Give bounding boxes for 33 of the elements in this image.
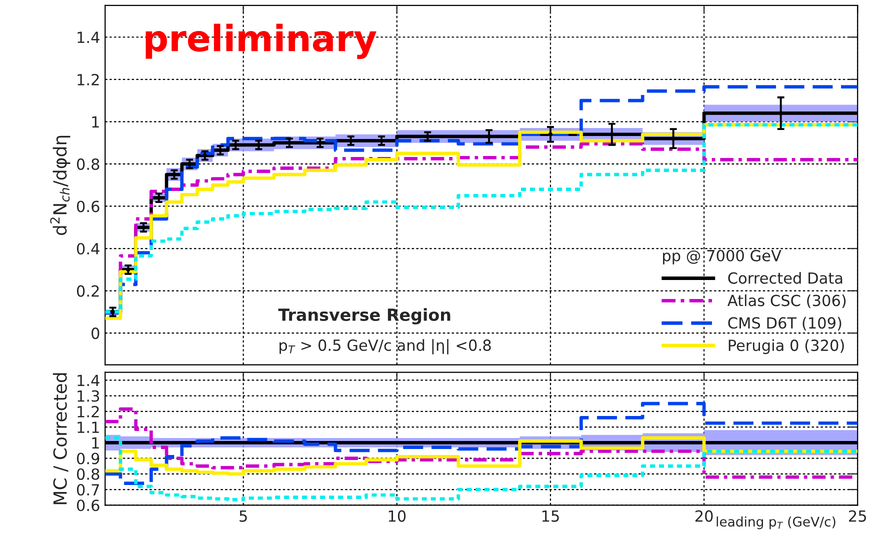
y-tick-label: 1.4 (78, 32, 100, 43)
annotation: Transverse Region (278, 308, 450, 324)
annotation: p$_{T}$ > 0.5 GeV/c and |η| <0.8 (280, 339, 491, 354)
legend-title: pp @ 7000 GeV (663, 250, 782, 264)
y-tick-label: 0.6 (76, 200, 100, 212)
x-tick-label: 25 (849, 510, 866, 522)
y-tick-label: 0.8 (76, 158, 100, 170)
y-tick-label: 1.2 (78, 74, 99, 86)
x-tick-label: 15 (542, 510, 559, 522)
y-tick-label: 1.1 (78, 422, 99, 433)
x-axis-title: leading p$_{T}$ (GeV/c) (716, 516, 836, 530)
x-tick-label: 10 (388, 510, 406, 522)
y-tick-label: 0 (92, 328, 100, 340)
y-tick-label: 0.2 (76, 285, 99, 297)
y-axis-title: MC / Corrected (52, 373, 68, 504)
y-tick-label: 0.8 (76, 468, 100, 480)
y-tick-label: 0.7 (76, 484, 99, 496)
y-tick-label: 1.2 (78, 406, 99, 418)
y-tick-label: 1.4 (78, 374, 100, 386)
legend-label: Corrected Data (728, 272, 842, 284)
y-tick-label: 0.9 (76, 452, 100, 464)
y-tick-label: 1 (92, 116, 99, 128)
x-tick-label: 20 (695, 510, 713, 522)
x-tick-label: 5 (240, 510, 247, 522)
legend-label: Perugia 0 (320) (728, 339, 844, 354)
legend-label: Atlas CSC (306) (727, 294, 846, 308)
y-tick-label: 1.3 (78, 390, 100, 402)
legend-label: CMS D6T (109) (728, 316, 842, 330)
annotation: preliminary (146, 24, 376, 59)
y-tick-label: 0.4 (76, 242, 100, 255)
y-axis-title: d$^{2}$N$_{ch}$/dφdη (50, 136, 70, 236)
y-tick-label: 1 (92, 437, 99, 448)
y-tick-label: 0.6 (76, 500, 100, 512)
